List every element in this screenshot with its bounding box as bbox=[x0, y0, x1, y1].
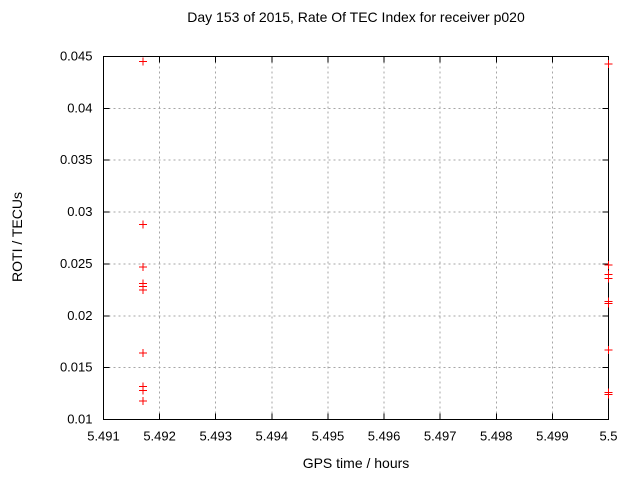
y-tick-label: 0.01 bbox=[67, 412, 92, 427]
x-tick-label: 5.492 bbox=[143, 429, 176, 444]
x-tick-label: 5.5 bbox=[599, 429, 617, 444]
x-tick-label: 5.494 bbox=[256, 429, 289, 444]
chart-title: Day 153 of 2015, Rate Of TEC Index for r… bbox=[187, 9, 525, 25]
y-tick-label: 0.02 bbox=[67, 308, 92, 323]
y-tick-label: 0.03 bbox=[67, 204, 92, 219]
plot-border bbox=[103, 56, 609, 420]
y-tick-label: 0.045 bbox=[60, 49, 93, 64]
x-tick-label: 5.493 bbox=[199, 429, 232, 444]
x-axis-label: GPS time / hours bbox=[302, 455, 410, 471]
x-tick-label: 5.496 bbox=[368, 429, 401, 444]
x-tick-label: 5.499 bbox=[536, 429, 569, 444]
y-tick-label: 0.04 bbox=[67, 100, 92, 115]
y-tick-label: 0.035 bbox=[60, 152, 93, 167]
x-tick-label: 5.491 bbox=[87, 429, 120, 444]
y-tick-label: 0.025 bbox=[60, 256, 93, 271]
x-tick-label: 5.495 bbox=[312, 429, 345, 444]
x-tick-label: 5.498 bbox=[480, 429, 513, 444]
y-tick-label: 0.015 bbox=[60, 360, 93, 375]
x-tick-label: 5.497 bbox=[424, 429, 457, 444]
